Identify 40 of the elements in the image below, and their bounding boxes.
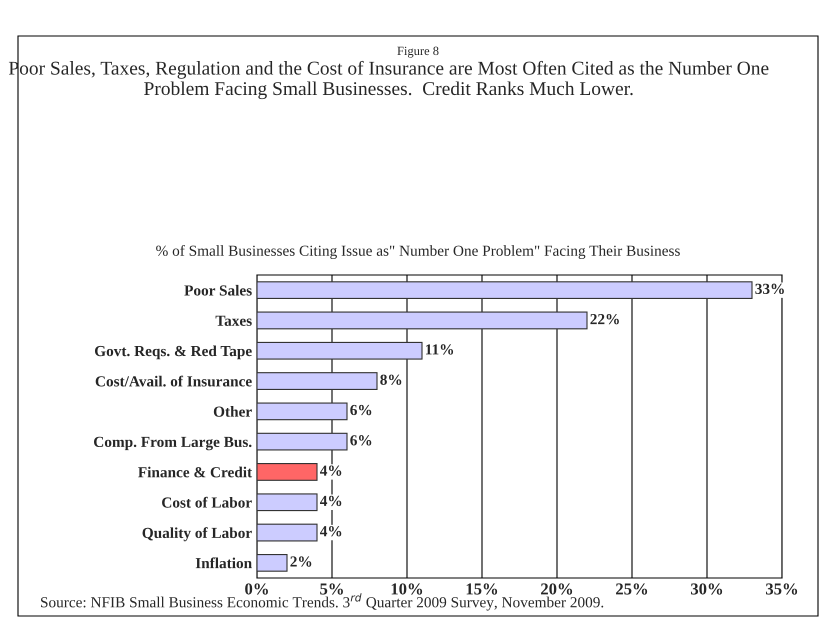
bar <box>257 432 348 451</box>
data-label: 4% <box>320 526 342 536</box>
data-label: 6% <box>350 404 372 416</box>
data-label: 22% <box>590 314 619 324</box>
data-label: 4% <box>320 465 342 476</box>
bar <box>257 493 318 512</box>
y-tick-label: Cost/Avail. of Insurance <box>96 376 252 387</box>
x-tick-label: 15% <box>466 583 498 595</box>
y-tick-label: Quality of Labor <box>142 527 252 542</box>
data-label: 2% <box>290 556 312 567</box>
x-tick-label: 25% <box>616 583 648 595</box>
bar <box>257 312 588 330</box>
y-tick-label: Other <box>214 406 252 417</box>
x-tick-label: 35% <box>766 583 798 595</box>
bar <box>257 524 318 542</box>
bar <box>257 281 753 300</box>
bar <box>257 372 378 390</box>
x-tick-label: 10% <box>392 583 422 595</box>
x-tick-label: 30% <box>690 583 722 595</box>
y-tick-label: Govt. Reqs. & Red Tape <box>94 345 252 360</box>
y-tick-label: Inflation <box>196 557 252 568</box>
y-tick-label: Taxes <box>216 316 252 326</box>
x-tick-label: 0% <box>245 583 268 595</box>
x-tick-label: 20% <box>541 583 572 595</box>
chart-title: Figure 8 <box>397 46 439 58</box>
y-tick-label: Finance & Credit <box>138 466 252 478</box>
bar <box>257 342 423 360</box>
data-label: 8% <box>380 374 402 385</box>
data-label: 4% <box>320 496 342 506</box>
y-tick-label: Comp. From Large Bus. <box>94 436 252 450</box>
x-tick-label: 5% <box>320 583 343 595</box>
y-tick-label: Poor Sales <box>184 284 252 296</box>
data-label: 33% <box>755 284 784 294</box>
bar <box>257 463 318 481</box>
y-tick-label: Cost of Labor <box>162 496 252 508</box>
data-label: 6% <box>350 435 372 446</box>
bar <box>257 554 288 572</box>
text: % of Small Businesses Citing Issue as" Number One Problem" Facing Their Business <box>156 244 680 260</box>
bar <box>257 402 348 420</box>
data-label: 11% <box>426 344 454 355</box>
